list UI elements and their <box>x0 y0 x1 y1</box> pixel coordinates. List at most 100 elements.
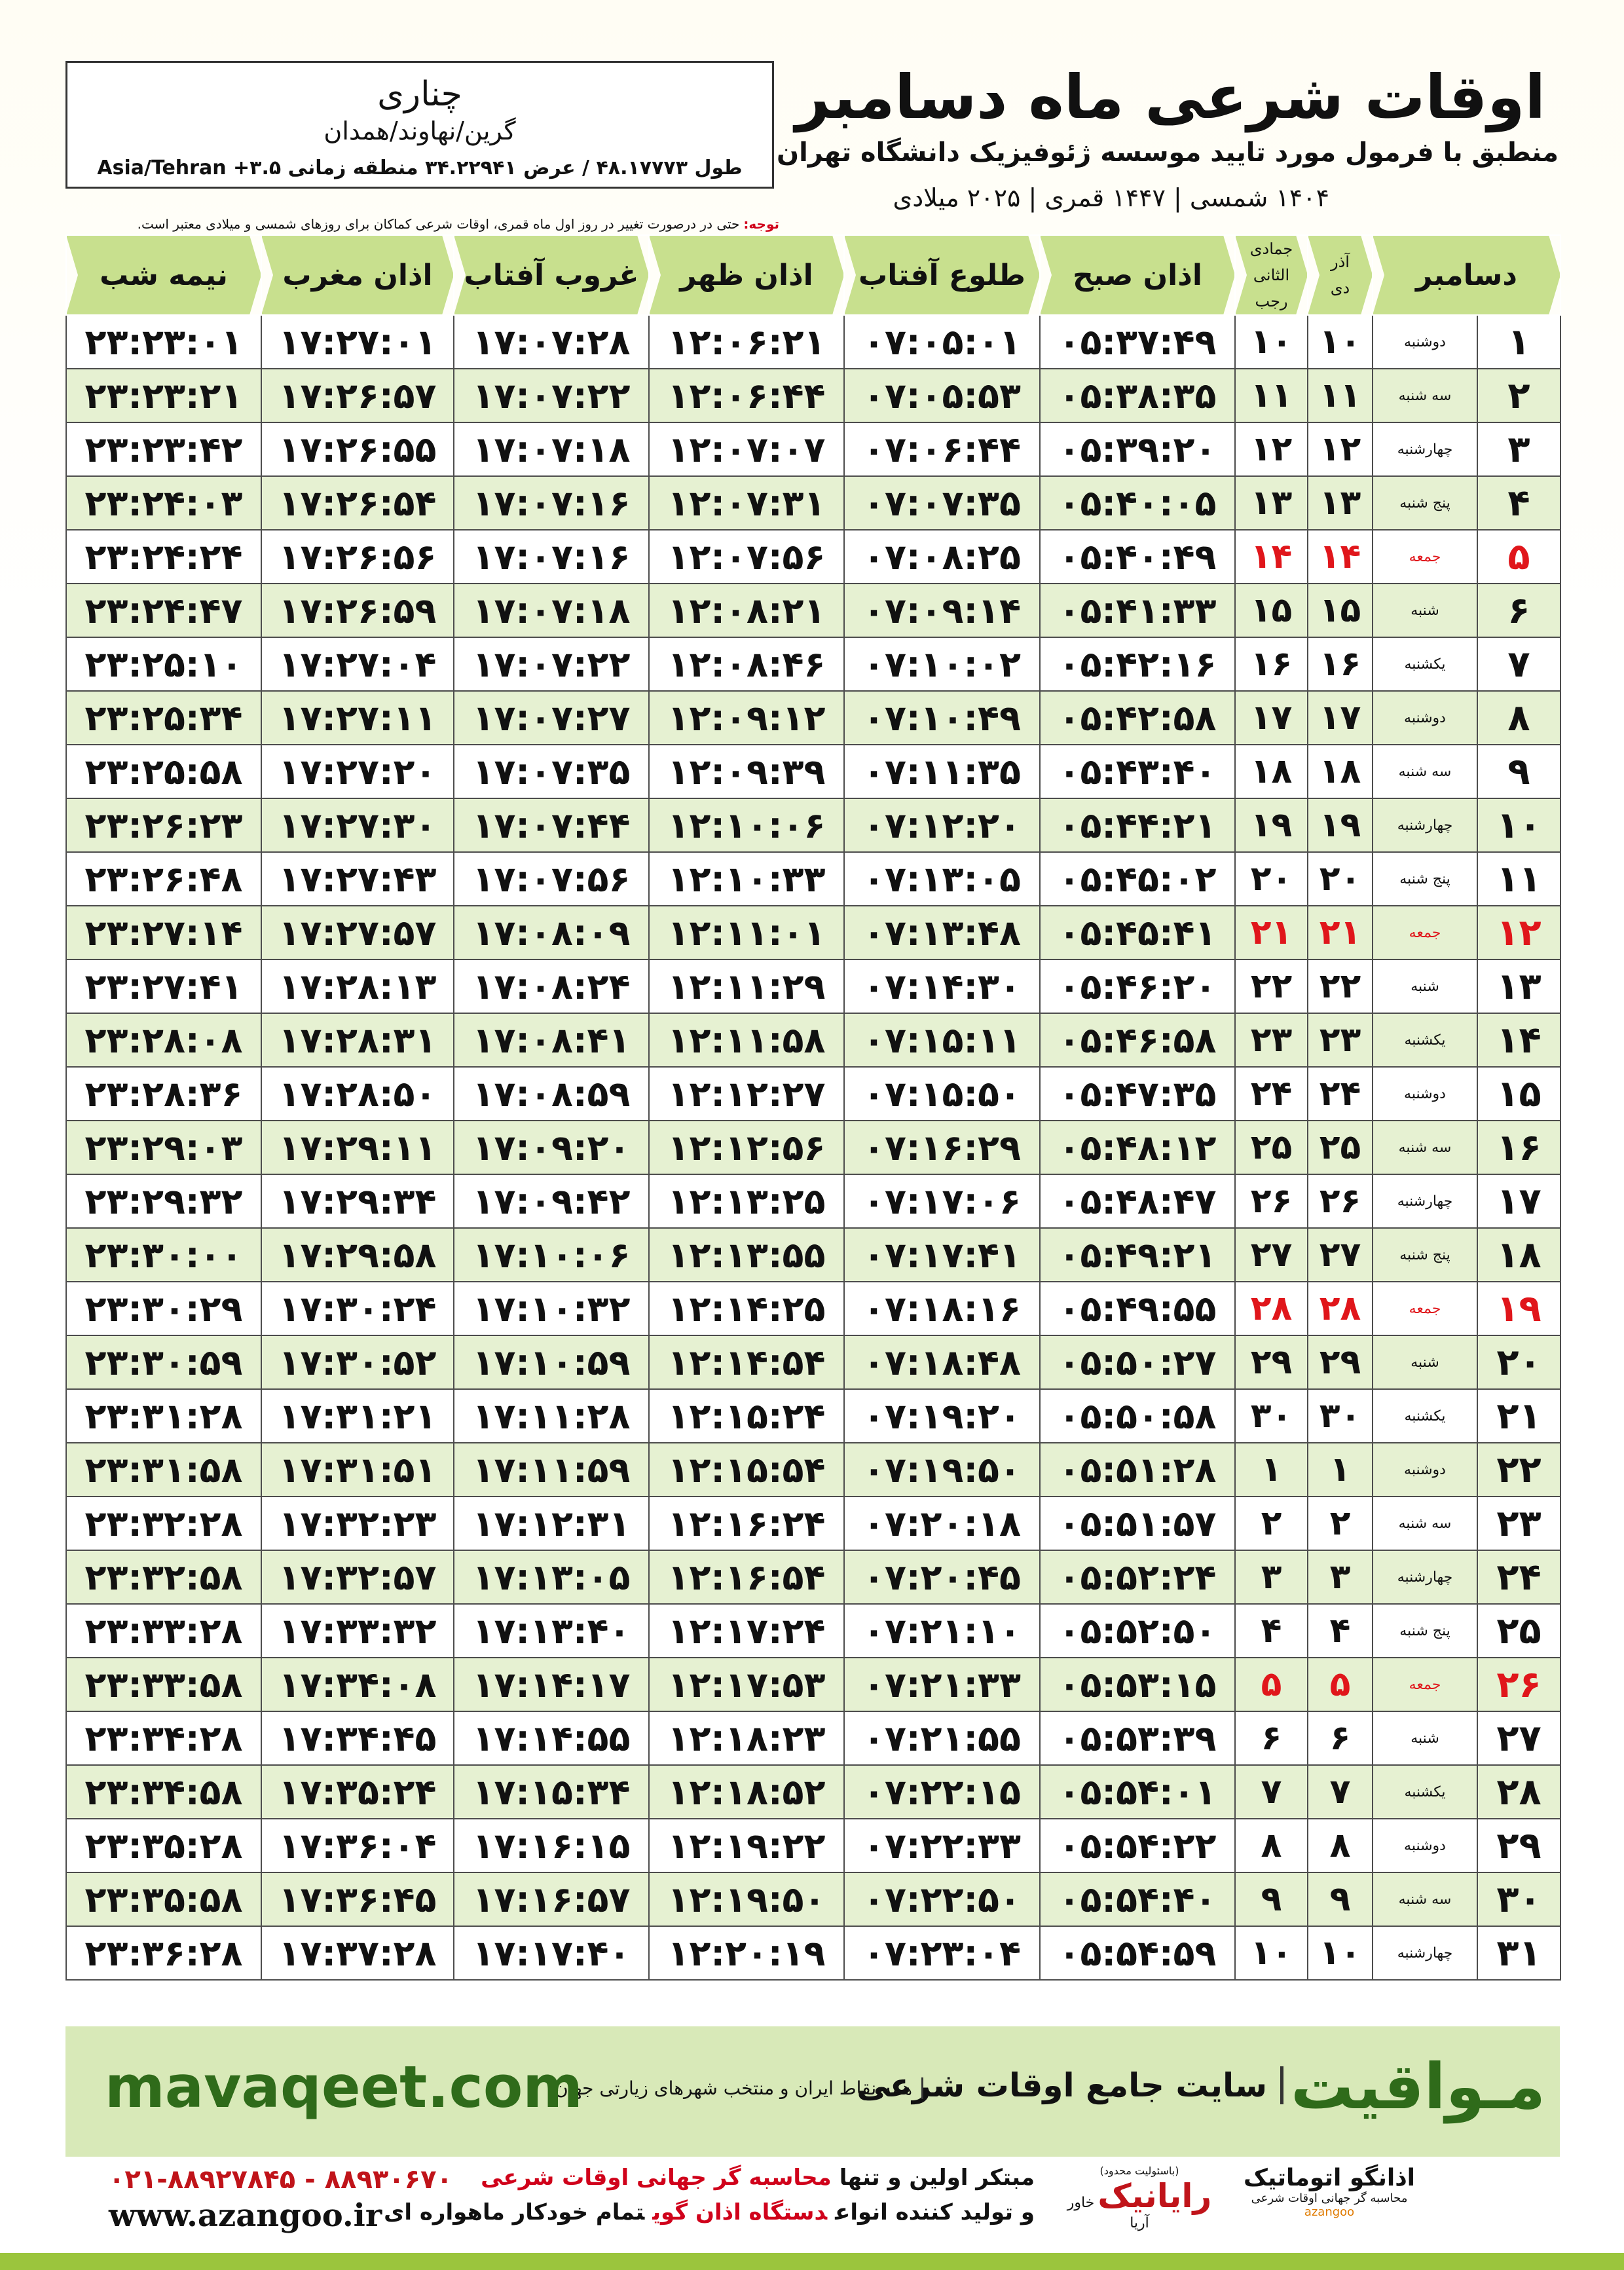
table-cell: ۱۲:۱۲:۵۶ <box>648 1120 845 1175</box>
table-cell: ۱۷:۱۱:۵۹ <box>453 1442 650 1497</box>
header-cell: دسامبر <box>1373 235 1560 315</box>
table-cell: ۲۰ <box>1307 851 1373 906</box>
table-row: ۲۴ چهارشنبه ۳ ۳ ۰۵:۵۲:۲۴ ۰۷:۲۰:۴۵ ۱۲:۱۶:۵۴ ۱۷:۱… <box>65 1550 1562 1605</box>
table-cell: ۱۷:۳۴:۰۸ <box>261 1657 454 1712</box>
table-cell: ۶ <box>1477 583 1562 638</box>
table-cell: ۱۷:۰۷:۱۸ <box>453 422 650 477</box>
table-row: ۲۱ یکشنبه ۳۰ ۳۰ ۰۵:۵۰:۵۸ ۰۷:۱۹:۲۰ ۱۲:۱۵:۲۴ ۱۷:۱… <box>65 1388 1562 1443</box>
table-row: ۲۷ شنبه ۶ ۶ ۰۵:۵۳:۳۹ ۰۷:۲۱:۵۵ ۱۲:۱۸:۲۳ ۱۷:۱۴:۵۵… <box>65 1711 1562 1766</box>
azangoo-logo: اذانگو اتوماتیک محاسبه گر جهانی اوقات شر… <box>1231 2165 1428 2237</box>
table-cell: ۵ <box>1307 1657 1373 1712</box>
table-cell: ۲۵ <box>1234 1120 1308 1175</box>
table-cell: ۲۳:۲۷:۴۱ <box>65 959 262 1014</box>
logo-latin: azangoo <box>1304 2205 1355 2219</box>
table-cell: ۱۲:۱۱:۰۱ <box>648 905 845 960</box>
table-cell: ۰۷:۱۴:۳۰ <box>843 959 1041 1014</box>
table-cell: ۰۷:۰۸:۲۵ <box>843 529 1041 584</box>
table-row: ۲۲ دوشنبه ۱ ۱ ۰۵:۵۱:۲۸ ۰۷:۱۹:۵۰ ۱۲:۱۵:۵۴ ۱۷:۱۱:… <box>65 1442 1562 1497</box>
table-cell: ۱۸ <box>1477 1227 1562 1282</box>
table-row: ۲۵ پنج شنبه ۴ ۴ ۰۵:۵۲:۵۰ ۰۷:۲۱:۱۰ ۱۲:۱۷:۲۴ ۱۷:۱… <box>65 1603 1562 1658</box>
table-row: ۲۰ شنبه ۲۹ ۲۹ ۰۵:۵۰:۲۷ ۰۷:۱۸:۴۸ ۱۲:۱۴:۵۴ ۱۷:۱۰:… <box>65 1335 1562 1390</box>
table-cell: ۴ <box>1477 475 1562 530</box>
table-cell: سه شنبه <box>1371 1872 1479 1927</box>
table-cell: ۲۳:۲۳:۲۱ <box>65 368 262 423</box>
table-cell: ۱۰ <box>1234 1926 1308 1981</box>
table-cell: ۴ <box>1307 1603 1373 1658</box>
table-cell: ۲۶ <box>1307 1174 1373 1229</box>
table-cell: ۱۲:۱۰:۰۶ <box>648 798 845 853</box>
table-cell: ۲۱ <box>1307 905 1373 960</box>
table-cell: ۷ <box>1234 1764 1308 1819</box>
table-cell: ۲۷ <box>1307 1227 1373 1282</box>
table-cell: ۰۵:۵۳:۳۹ <box>1039 1711 1236 1766</box>
header-cell: اذان مغرب <box>261 235 454 315</box>
table-cell: ۱۷:۳۰:۵۲ <box>261 1335 454 1390</box>
table-cell: ۰۷:۲۱:۱۰ <box>843 1603 1041 1658</box>
table-cell: ۰۷:۱۳:۰۵ <box>843 851 1041 906</box>
table-cell: ۰۷:۲۲:۱۵ <box>843 1764 1041 1819</box>
table-row: ۳۰ سه شنبه ۹ ۹ ۰۵:۵۴:۴۰ ۰۷:۲۲:۵۰ ۱۲:۱۹:۵۰ ۱۷:۱۶… <box>65 1872 1562 1927</box>
table-cell: ۱۰ <box>1307 314 1373 369</box>
table-cell: ۱۲:۰۶:۲۱ <box>648 314 845 369</box>
table-cell: ۰۵:۳۸:۳۵ <box>1039 368 1236 423</box>
table-cell: ۱۷:۲۷:۰۱ <box>261 314 454 369</box>
table-cell: ۰۷:۱۵:۵۰ <box>843 1066 1041 1121</box>
table-cell: ۲۲ <box>1234 959 1308 1014</box>
table-cell: ۰۷:۱۹:۵۰ <box>843 1442 1041 1497</box>
table-cell: ۲۷ <box>1477 1711 1562 1766</box>
table-cell: ۲۳:۲۸:۰۸ <box>65 1013 262 1068</box>
table-cell: ۱۲:۱۵:۵۴ <box>648 1442 845 1497</box>
table-cell: دوشنبه <box>1371 1066 1479 1121</box>
table-row: ۱۶ سه شنبه ۲۵ ۲۵ ۰۵:۴۸:۱۲ ۰۷:۱۶:۲۹ ۱۲:۱۲:۵۶ ۱۷:… <box>65 1120 1562 1175</box>
table-cell: ۲۳:۲۹:۰۳ <box>65 1120 262 1175</box>
table-cell: ۱۷:۰۹:۲۰ <box>453 1120 650 1175</box>
table-cell: دوشنبه <box>1371 690 1479 745</box>
logo-text: رایانیک <box>1098 2177 1212 2215</box>
header-cell: آذر دی <box>1308 235 1373 315</box>
table-cell: ۱۲ <box>1307 422 1373 477</box>
header-cell: اذان صبح <box>1040 235 1235 315</box>
website[interactable]: mavaqeet.com <box>105 2053 583 2121</box>
table-cell: ۲۳:۲۴:۲۴ <box>65 529 262 584</box>
table-cell: ۲۳:۲۴:۰۳ <box>65 475 262 530</box>
table-cell: ۲۸ <box>1477 1764 1562 1819</box>
table-cell: ۱۲:۱۰:۳۳ <box>648 851 845 906</box>
header-cell: طلوع آفتاب <box>844 235 1040 315</box>
region: گرین/نهاوند/همدان <box>323 117 516 145</box>
table-row: ۱۸ پنج شنبه ۲۷ ۲۷ ۰۵:۴۹:۲۱ ۰۷:۱۷:۴۱ ۱۲:۱۳:۵۵ ۱۷… <box>65 1227 1562 1282</box>
table-cell: ۱۷:۰۷:۲۷ <box>453 690 650 745</box>
table-cell: ۱۷:۱۰:۳۲ <box>453 1281 650 1336</box>
table-cell: ۱۲:۰۷:۰۷ <box>648 422 845 477</box>
table-row: ۱۹ جمعه ۲۸ ۲۸ ۰۵:۴۹:۵۵ ۰۷:۱۸:۱۶ ۱۲:۱۴:۲۵ ۱۷:۱۰:… <box>65 1281 1562 1336</box>
location-box: چناری گرین/نهاوند/همدان طول ۴۸.۱۷۷۷۳ / ع… <box>65 61 774 189</box>
table-cell: ۰۵:۵۲:۵۰ <box>1039 1603 1236 1658</box>
table-cell: ۰۷:۲۳:۰۴ <box>843 1926 1041 1981</box>
table-cell: ۲۱ <box>1477 1388 1562 1443</box>
table-cell: ۱۷:۰۷:۱۶ <box>453 529 650 584</box>
table-cell: ۰۷:۰۹:۱۴ <box>843 583 1041 638</box>
table-cell: ۷ <box>1307 1764 1373 1819</box>
rayanik-logo: (باسئولیت محدود) رایانیک خاور آریا <box>1061 2165 1218 2237</box>
table-cell: ۰۵:۴۳:۴۰ <box>1039 744 1236 799</box>
title: اوقات شرعی ماه دسامبر <box>795 62 1545 132</box>
table-cell: ۱۱ <box>1307 368 1373 423</box>
header-top: آذر <box>1331 253 1350 271</box>
table-cell: ۲۳:۳۰:۵۹ <box>65 1335 262 1390</box>
web-address[interactable]: www.azangoo.ir <box>109 2197 382 2234</box>
table-cell: ۲۴ <box>1307 1066 1373 1121</box>
table-cell: ۲۳:۲۶:۴۸ <box>65 851 262 906</box>
table-cell: ۵ <box>1477 529 1562 584</box>
table-cell: ۱۲:۱۲:۲۷ <box>648 1066 845 1121</box>
table-cell: ۲۳:۲۵:۳۴ <box>65 690 262 745</box>
table-cell: ۰۵:۴۸:۱۲ <box>1039 1120 1236 1175</box>
table-cell: ۱۷:۳۳:۳۲ <box>261 1603 454 1658</box>
table-cell: ۰۷:۲۲:۵۰ <box>843 1872 1041 1927</box>
table-cell: ۱۷:۲۷:۱۱ <box>261 690 454 745</box>
table-cell: ۱۲:۱۱:۵۸ <box>648 1013 845 1068</box>
phone: ۰۲۱-۸۸۹۲۷۸۴۵ - ۸۸۹۳۰۶۷۰ <box>109 2165 452 2195</box>
table-cell: ۰۷:۰۶:۴۴ <box>843 422 1041 477</box>
table-cell: ۲ <box>1307 1496 1373 1551</box>
table-cell: ۰۷:۱۶:۲۹ <box>843 1120 1041 1175</box>
table-cell: ۱۶ <box>1234 637 1308 692</box>
table-cell: ۱۷:۰۸:۵۹ <box>453 1066 650 1121</box>
